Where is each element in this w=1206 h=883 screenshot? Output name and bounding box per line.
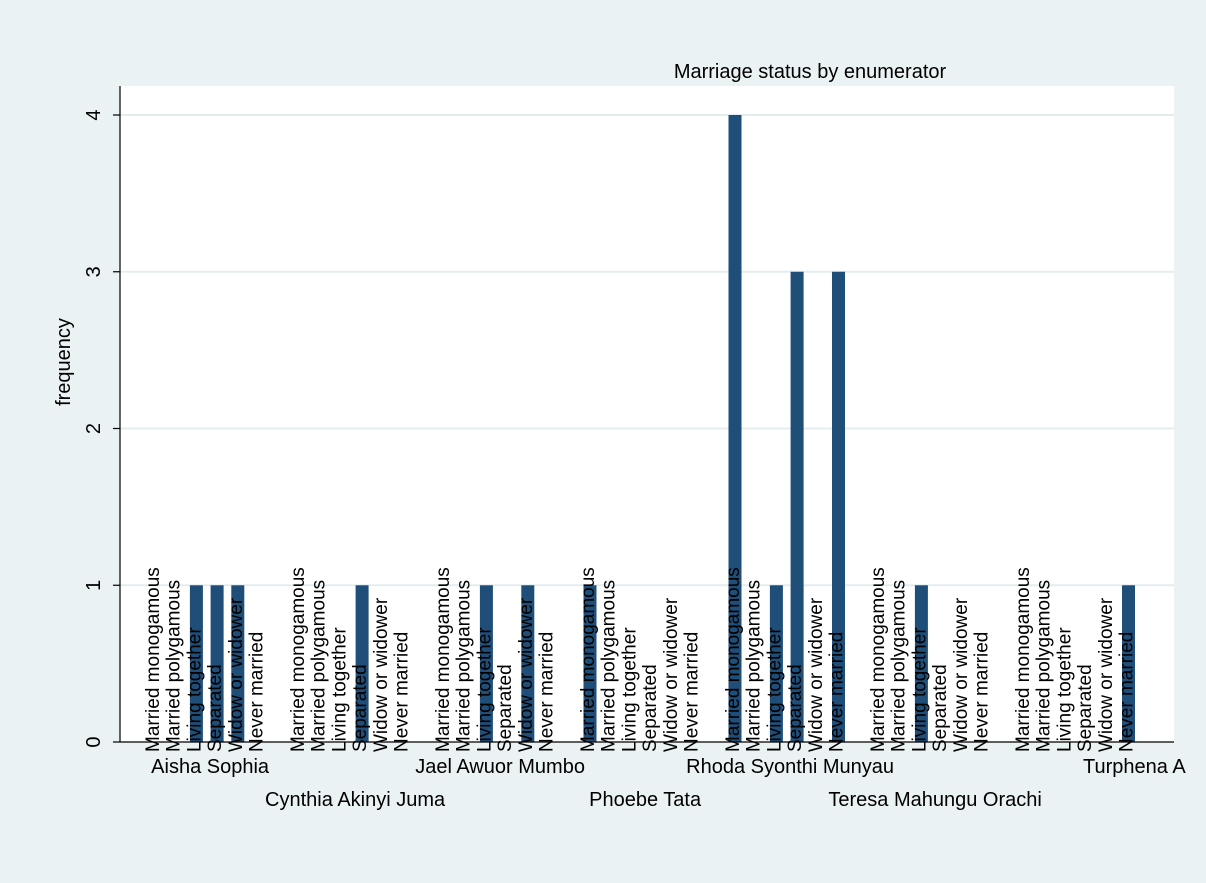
category-label: Living together [474,627,495,752]
y-tick-label: 1 [83,580,105,591]
category-label: Married monogamous [868,567,889,752]
axes: 0 1 2 3 4 [83,86,1174,748]
category-label: Separated [350,664,371,752]
group-labels: Aisha Sophia Cynthia Akinyi Juma Jael Awuo… [151,756,1186,811]
bar [728,115,742,742]
bar [210,585,224,742]
category-label: Never married [392,632,413,752]
category-label: Married monogamous [433,567,454,752]
category-label: Never married [972,632,993,752]
bar [832,271,845,742]
group-label: Jael Awuor Mumbo [415,756,585,778]
bar [189,585,203,742]
category-label: Never married [682,632,703,752]
plot-region [120,86,1174,742]
category-label: Married monogamous [723,567,744,752]
category-label: Widow or widower [371,597,392,752]
category-label: Married polygamous [1034,580,1055,752]
category-label: Widow or widower [1096,597,1117,752]
bar [583,585,597,742]
category-label: Living together [764,627,785,752]
bar [479,585,493,742]
category-label: Never married [247,632,268,752]
bar [521,585,535,742]
category-label: Never married [827,632,848,752]
group-label: Rhoda Syonthi Munyau [686,756,894,778]
category-label: Married monogamous [143,567,164,752]
category-label: Married polygamous [309,580,330,752]
category-label: Married polygamous [744,580,765,752]
category-label: Widow or widower [516,597,537,752]
category-label: Separated [640,664,661,752]
gridlines [120,114,1174,587]
category-label: Separated [930,664,951,752]
category-label: Married polygamous [599,580,620,752]
group-label: Cynthia Akinyi Juma [265,789,446,811]
chart-title: Marriage status by enumerator [674,61,947,83]
category-label: Married monogamous [578,567,599,752]
y-tick-label: 4 [83,109,105,120]
bar [790,271,804,742]
category-label: Living together [909,627,930,752]
bars [189,115,1135,742]
category-label: Widow or widower [661,597,682,752]
bar [1122,585,1135,742]
y-tick-label: 0 [83,736,105,747]
category-label: Living together [329,627,350,752]
category-label: Married monogamous [288,567,309,752]
category-label: Widow or widower [806,597,827,752]
group-label: Teresa Mahungu Orachi [828,789,1041,811]
bar [231,585,245,742]
y-tick-label: 3 [83,266,105,277]
bar [914,585,928,742]
category-label: Married polygamous [454,580,475,752]
category-label: Living together [184,627,205,752]
group-label: Aisha Sophia [151,756,270,778]
y-axis-title: frequency [53,318,75,406]
category-label: Separated [785,664,806,752]
group-label: Phoebe Tata [589,789,702,811]
category-label: Widow or widower [226,597,247,752]
y-tick-label: 2 [83,423,105,434]
category-label: Separated [495,664,516,752]
category-label: Living together [619,627,640,752]
category-label: Married monogamous [1013,567,1034,752]
bar [355,585,369,742]
category-label: Never married [537,632,558,752]
category-label: Widow or widower [951,597,972,752]
category-labels: Married monogamous Married polygamous Livi… [143,567,1138,752]
category-label: Separated [205,664,226,752]
category-label: Never married [1117,632,1138,752]
bar [769,585,783,742]
group-label: Turphena A [1083,756,1186,778]
category-label: Married polygamous [164,580,185,752]
category-label: Married polygamous [889,580,910,752]
category-label: Separated [1075,664,1096,752]
category-label: Living together [1054,627,1075,752]
